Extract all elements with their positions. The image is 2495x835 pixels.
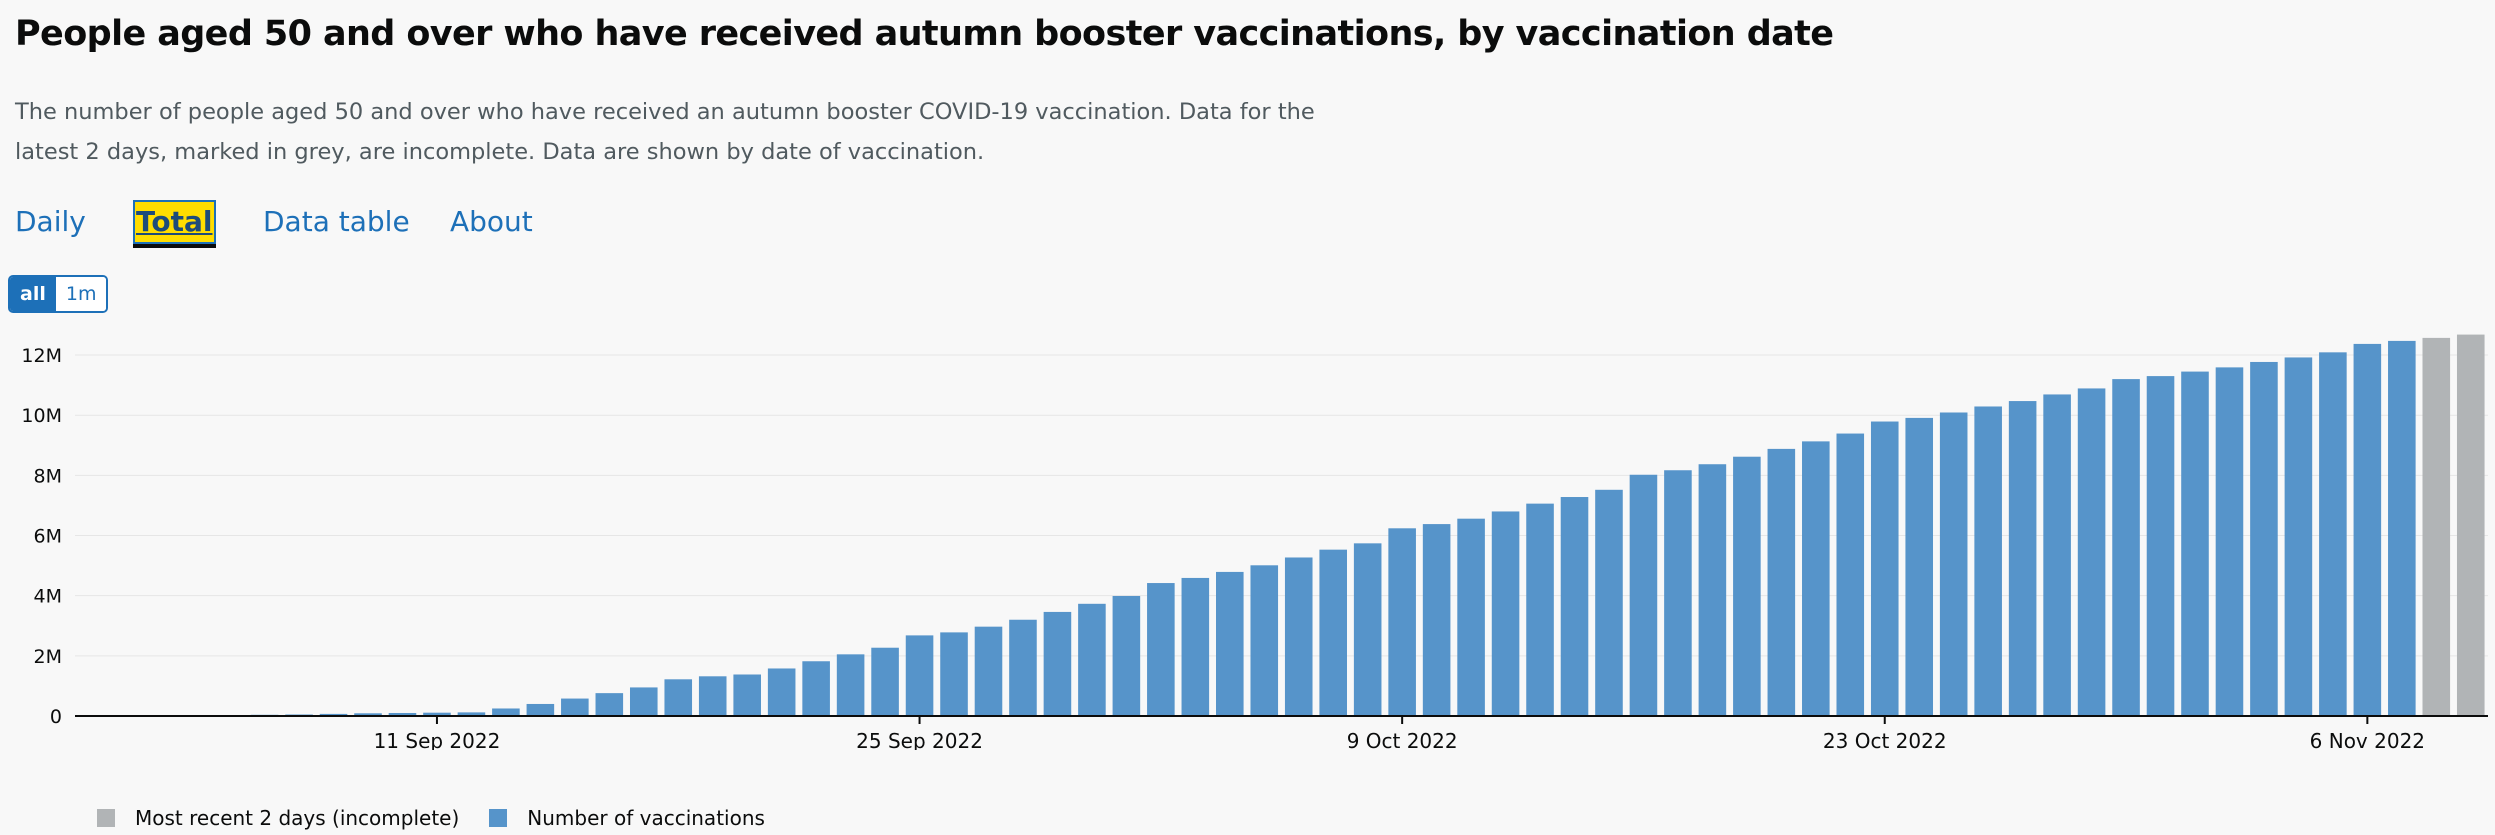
- bar: [2146, 376, 2175, 716]
- bar: [526, 703, 555, 716]
- range-1m-button[interactable]: 1m: [55, 277, 107, 311]
- y-tick-label: 10M: [21, 405, 62, 427]
- legend-swatch-complete: [489, 809, 508, 827]
- y-tick-label: 12M: [21, 345, 62, 367]
- bar: [2043, 394, 2071, 716]
- bar: [1905, 417, 1934, 716]
- bar: [664, 679, 693, 716]
- bar: [629, 687, 658, 716]
- bar: [595, 693, 624, 716]
- bar-chart: 0 2M 4M 6M 8M 10M 12M 11 Sep 2022 25 Sep 2022 9 O…: [21, 334, 2488, 750]
- bar: [1595, 489, 1623, 716]
- x-tick-label: 23 Oct 2022: [1823, 729, 1947, 750]
- y-tick-label: 0: [50, 706, 62, 728]
- bar: [2250, 361, 2278, 716]
- bar: [905, 635, 934, 716]
- time-range-selector: all 1m: [8, 275, 109, 313]
- bar: [802, 661, 830, 716]
- bar: [1319, 549, 1347, 716]
- bar: [1043, 611, 1072, 716]
- x-tick-label: 6 Nov 2022: [2310, 729, 2425, 750]
- bar: [1009, 619, 1037, 716]
- bar: [1733, 456, 1761, 716]
- bar: [733, 674, 761, 716]
- bar: [423, 712, 451, 716]
- bar: [1526, 503, 1554, 716]
- y-tick-label: 8M: [34, 465, 62, 487]
- bar: [1664, 470, 1692, 716]
- bar: [2181, 371, 2209, 716]
- bar: [1078, 603, 1106, 716]
- x-tick-label: 25 Sep 2022: [856, 729, 983, 750]
- bar: [1250, 565, 1279, 716]
- legend-item-complete: Number of vaccinations: [489, 806, 765, 830]
- range-all-button[interactable]: all: [10, 277, 56, 311]
- bar: [871, 647, 899, 716]
- bar: [354, 713, 382, 716]
- tab-total[interactable]: Total: [133, 200, 216, 248]
- bar: [1939, 412, 1968, 716]
- bar: [940, 632, 968, 716]
- bar: [1457, 518, 1485, 716]
- bar: [1422, 524, 1451, 716]
- bar: [2284, 357, 2313, 716]
- bar: [1698, 464, 1727, 716]
- bar: [1216, 571, 1244, 716]
- bar: [1388, 528, 1416, 716]
- bar: [2112, 379, 2140, 716]
- bar: [767, 668, 796, 716]
- bar: [1560, 497, 1589, 716]
- bar: [319, 713, 348, 716]
- bar: [1181, 577, 1210, 716]
- bar: [2319, 352, 2347, 716]
- bar: [2422, 337, 2451, 716]
- tab-daily[interactable]: Daily: [15, 205, 86, 238]
- bar: [1491, 511, 1520, 716]
- bar: [2077, 388, 2106, 716]
- bar: [1629, 474, 1658, 716]
- legend-label-incomplete: Most recent 2 days (incomplete): [135, 806, 460, 830]
- bar: [1974, 406, 2002, 716]
- legend-swatch-incomplete: [97, 809, 115, 827]
- bar: [2215, 367, 2244, 716]
- x-tick-label: 9 Oct 2022: [1347, 729, 1458, 750]
- chart-legend: Most recent 2 days (incomplete) Number o…: [97, 806, 795, 830]
- bar: [1836, 433, 1865, 716]
- y-tick-label: 2M: [34, 646, 62, 668]
- bar: [1802, 441, 1830, 716]
- bar: [1870, 421, 1899, 716]
- bar: [1353, 543, 1382, 716]
- bar: [1284, 557, 1313, 716]
- page-title: People aged 50 and over who have receive…: [15, 14, 1834, 54]
- y-tick-label: 4M: [34, 586, 62, 608]
- bar: [2388, 340, 2416, 716]
- legend-label-complete: Number of vaccinations: [527, 806, 765, 830]
- chart-description: The number of people aged 50 and over wh…: [15, 99, 1315, 165]
- tab-data-table[interactable]: Data table: [263, 205, 410, 238]
- bar: [2456, 334, 2485, 716]
- bar: [698, 676, 727, 716]
- bar: [1147, 583, 1175, 716]
- bar: [836, 654, 865, 716]
- bar: [457, 712, 486, 716]
- bar: [492, 708, 520, 716]
- bar: [561, 698, 589, 716]
- legend-item-incomplete: Most recent 2 days (incomplete): [97, 806, 459, 830]
- bar: [2353, 343, 2382, 716]
- bar: [388, 712, 417, 716]
- x-tick-label: 11 Sep 2022: [374, 729, 501, 750]
- tab-about[interactable]: About: [450, 205, 533, 238]
- bar: [1112, 595, 1141, 716]
- bar: [974, 626, 1003, 716]
- bar: [2008, 401, 2037, 716]
- y-tick-label: 6M: [34, 526, 62, 548]
- bar: [1767, 448, 1796, 716]
